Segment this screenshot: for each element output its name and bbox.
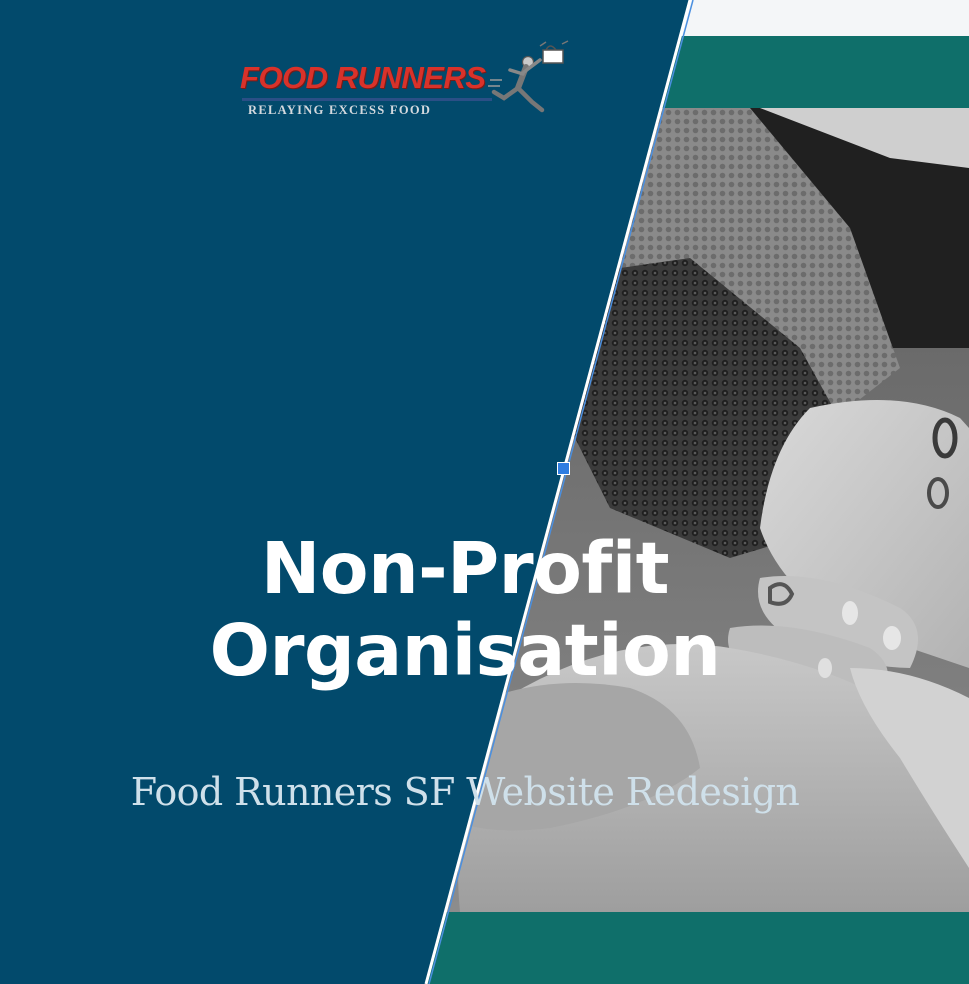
selection-handle[interactable] (557, 462, 570, 475)
logo-rule (242, 98, 492, 101)
teal-band-bottom (420, 912, 969, 984)
runner-carrying-food-icon (488, 40, 569, 113)
headline: Non-Profit Organisation (100, 528, 830, 692)
logo-title: FOOD RUNNERS (240, 60, 486, 95)
food-runners-logo[interactable]: FOOD RUNNERS RELAYING EXCESS FOOD (238, 40, 578, 120)
logo-tagline: RELAYING EXCESS FOOD (248, 103, 432, 117)
headline-line-1: Non-Profit (260, 527, 670, 610)
subtitle: Food Runners SF Website Redesign (130, 770, 800, 814)
headline-line-2: Organisation (209, 609, 721, 692)
